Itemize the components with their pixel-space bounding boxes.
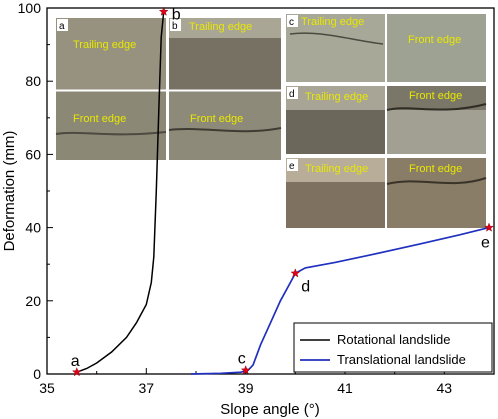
marker-label-c: c — [238, 350, 246, 367]
photo-c-caption-right: Front edge — [408, 34, 461, 46]
photo-b-crack — [168, 127, 282, 133]
photo-c-left — [286, 14, 385, 82]
marker-label-e: e — [481, 235, 490, 252]
photo-a-bottom — [56, 91, 166, 160]
marker-label-b: b — [172, 7, 181, 24]
photo-b-caption-bottom: Front edge — [190, 113, 243, 125]
photo-a-letter-box — [57, 19, 68, 31]
photo-c-crack — [289, 32, 384, 45]
marker-star-d — [290, 268, 301, 278]
photo-a-caption-bottom: Front edge — [73, 113, 126, 125]
photo-insets: a Trailing edge Front edge b Trailing ed… — [55, 14, 487, 228]
photo-b-letter: b — [172, 21, 178, 32]
photo-e-letter: e — [289, 161, 295, 172]
marker-label-a: a — [71, 353, 80, 370]
photo-d: d Trailing edge Front edge — [286, 86, 487, 154]
photo-d-letter: d — [289, 89, 295, 100]
photo-d-right-light — [387, 110, 486, 154]
legend: Rotational landslide Translational lands… — [293, 322, 493, 373]
photo-a-top — [56, 18, 166, 90]
photo-e-right — [387, 158, 486, 228]
photo-d-letter-box — [287, 87, 298, 99]
photo-b-letter-box — [170, 19, 181, 31]
photo-b-top-light — [169, 18, 281, 38]
y-tick-label: 100 — [18, 0, 42, 16]
photo-e-crack — [386, 177, 487, 185]
y-axis-title: Deformation (mm) — [1, 131, 18, 252]
photo-e-caption-right: Front edge — [409, 163, 462, 175]
photo-a-caption-top: Trailing edge — [73, 39, 136, 51]
y-tick-label: 0 — [33, 366, 41, 382]
photo-a-letter: a — [59, 21, 65, 32]
x-axis-title: Slope angle (°) — [220, 401, 319, 418]
photo-d-caption-left: Trailing edge — [305, 91, 368, 103]
photo-e-left-light — [286, 158, 385, 182]
photo-b-caption-top: Trailing edge — [189, 21, 252, 33]
photo-c-caption-left: Trailing edge — [301, 16, 364, 28]
y-axis-ticks: 0 20 40 60 80 100 — [18, 0, 53, 382]
photo-e-letter-box — [287, 159, 298, 171]
photo-d-left-light — [286, 86, 385, 110]
marker-star-a — [71, 367, 82, 377]
photo-c: c Trailing edge Front edge — [286, 14, 486, 82]
photo-d-caption-right: Front edge — [409, 90, 462, 102]
y-tick-label: 20 — [25, 293, 41, 309]
photo-e: e Trailing edge Front edge — [286, 158, 487, 228]
photo-b: b Trailing edge Front edge — [168, 18, 282, 160]
y-tick-label: 60 — [25, 146, 41, 162]
x-tick-label: 43 — [437, 380, 453, 396]
photo-c-right — [387, 14, 486, 82]
x-tick-label: 41 — [337, 380, 353, 396]
point-markers: a b c d e — [71, 6, 494, 377]
legend-box — [293, 322, 493, 373]
marker-label-d: d — [301, 278, 310, 295]
legend-label-translational: Translational landslide — [337, 352, 466, 367]
photo-d-crack — [386, 103, 487, 111]
photo-c-letter: c — [289, 17, 294, 28]
marker-star-e — [484, 222, 494, 232]
photo-e-caption-left: Trailing edge — [305, 163, 368, 175]
photo-b-bottom — [169, 91, 281, 160]
y-tick-label: 40 — [25, 220, 41, 236]
series-line-rotational — [76, 11, 165, 373]
marker-star-b — [158, 6, 169, 16]
x-tick-label: 35 — [39, 380, 55, 396]
x-tick-label: 37 — [139, 380, 155, 396]
y-tick-label: 80 — [25, 73, 41, 89]
photo-c-letter-box — [287, 15, 298, 27]
legend-label-rotational: Rotational landslide — [337, 332, 450, 347]
marker-star-c — [240, 365, 251, 375]
x-tick-label: 39 — [238, 380, 254, 396]
photo-a: a Trailing edge Front edge — [55, 18, 167, 160]
photo-a-crack — [55, 131, 167, 136]
